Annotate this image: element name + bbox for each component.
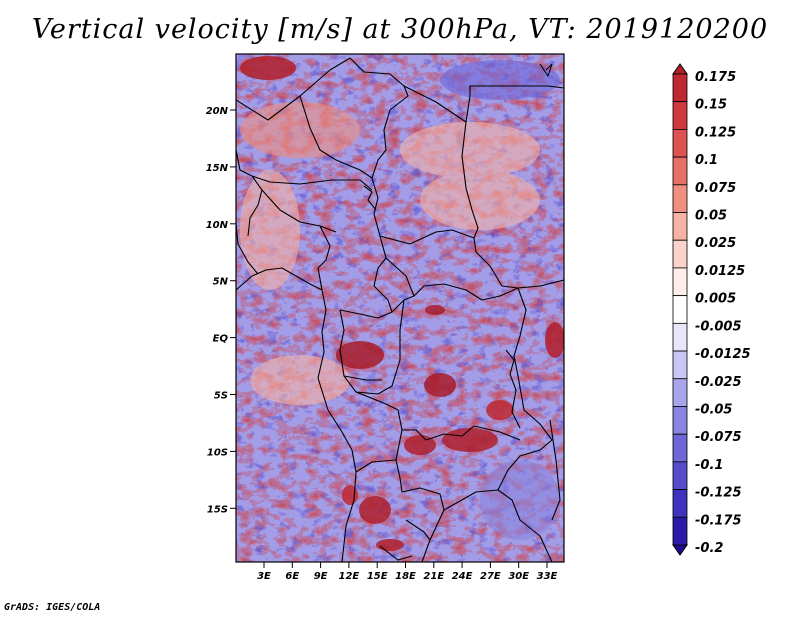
- lat-tick-label: 15S: [207, 504, 228, 515]
- lat-tick-label: 10N: [206, 220, 229, 231]
- map-frame: [235, 53, 565, 563]
- colorbar-label: 0.125: [695, 125, 736, 140]
- colorbar-label: -0.075: [695, 430, 742, 445]
- colorbar-label: 0.0125: [695, 264, 745, 279]
- colorbar-swatch: [672, 101, 688, 130]
- colorbar-label: 0.1: [695, 153, 718, 168]
- lon-tick-label: 33E: [537, 571, 558, 582]
- lon-tick-label: 21E: [423, 571, 444, 582]
- lat-tick-label: 20N: [206, 106, 229, 117]
- lon-tick-label: 15E: [367, 571, 388, 582]
- colorbar-label: 0.025: [695, 236, 736, 251]
- grads-credit: GrADS: IGES/COLA: [4, 602, 101, 613]
- lat-tick-label: EQ: [213, 334, 229, 345]
- lon-tick-label: 6E: [285, 571, 299, 582]
- colorbar-swatch: [672, 239, 688, 269]
- colorbar-label: -0.175: [695, 513, 742, 528]
- colorbar-swatch: [672, 129, 688, 158]
- lon-tick-label: 18E: [395, 571, 416, 582]
- colorbar-label: -0.025: [695, 375, 742, 390]
- colorbar-label: -0.2: [695, 541, 723, 556]
- lat-tick-label: 15N: [206, 163, 229, 174]
- colorbar-label: -0.125: [695, 486, 742, 501]
- colorbar-label: 0.15: [695, 98, 727, 113]
- colorbar-swatch: [672, 212, 688, 241]
- lon-tick-label: 12E: [339, 571, 360, 582]
- lat-tick-label: 5N: [213, 277, 229, 288]
- colorbar-label: -0.005: [695, 319, 742, 334]
- colorbar-label: 0.175: [695, 70, 736, 85]
- latitude-axis: 20N 15N 10N 5N EQ 5S 10S 15S: [206, 106, 236, 515]
- lat-tick-label: 5S: [214, 391, 228, 402]
- colorbar-swatch: [672, 433, 688, 463]
- lon-tick-label: 27E: [480, 571, 501, 582]
- colorbar-label: -0.1: [695, 458, 723, 473]
- colorbar-swatch: [672, 156, 688, 186]
- colorbar-label: -0.0125: [695, 347, 751, 362]
- colorbar-swatch: [672, 322, 688, 352]
- colorbar-swatch: [672, 378, 688, 407]
- velocity-field: [236, 54, 564, 562]
- colorbar-label: 0.005: [695, 292, 736, 307]
- colorbar-swatch: [672, 516, 688, 546]
- colorbar-swatch: [672, 184, 688, 213]
- lon-tick-label: 9E: [314, 571, 328, 582]
- colorbar-swatch: [672, 267, 688, 297]
- colorbar-swatch: [672, 489, 688, 518]
- colorbar-label: 0.05: [695, 209, 727, 224]
- longitude-axis: 3E 6E 9E 12E 15E 18E 21E 24E 27E 30E 33E: [257, 562, 558, 582]
- colorbar-bottom-arrow: [672, 544, 688, 556]
- colorbar-swatch: [672, 461, 688, 490]
- colorbar: 0.175 0.15 0.125 0.1 0.075 0.05 0.025 0.0125 0.0…: [672, 63, 751, 556]
- lon-tick-label: 3E: [257, 571, 271, 582]
- colorbar-label: -0.05: [695, 402, 732, 417]
- lon-tick-label: 24E: [452, 571, 473, 582]
- colorbar-swatch: [672, 73, 688, 103]
- colorbar-swatch: [672, 406, 688, 435]
- colorbar-swatch: [672, 350, 688, 380]
- chart-title: Vertical velocity [m/s] at 300hPa, VT: 2…: [31, 14, 769, 45]
- colorbar-swatch: [672, 295, 688, 324]
- lat-tick-label: 10S: [207, 447, 228, 458]
- colorbar-top-arrow: [672, 63, 688, 75]
- lon-tick-label: 30E: [508, 571, 529, 582]
- colorbar-label: 0.075: [695, 181, 736, 196]
